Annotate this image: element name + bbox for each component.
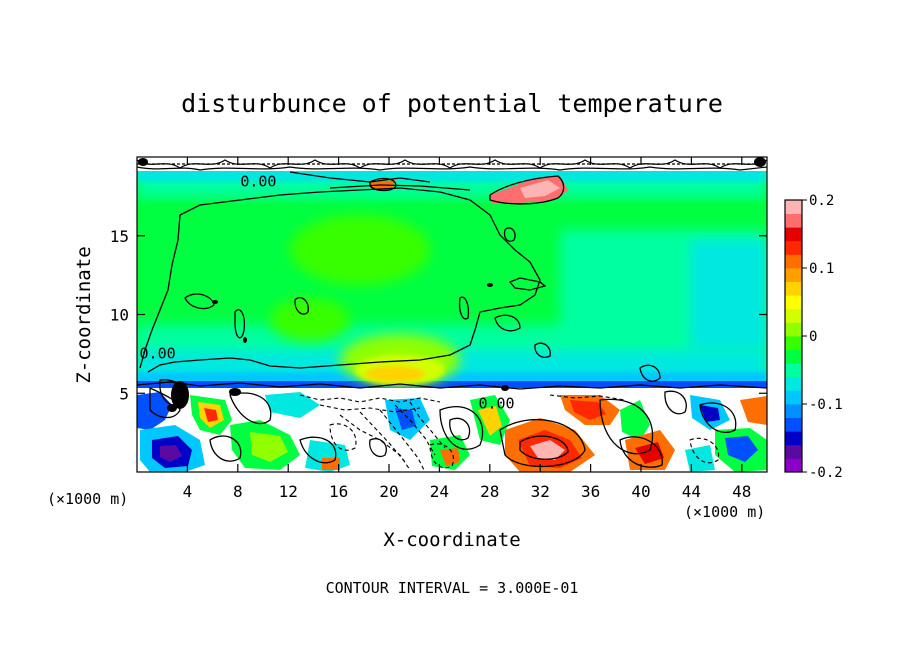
- contour-label: 0.00: [240, 173, 276, 191]
- x-tick-label: 44: [682, 482, 701, 501]
- x-unit-left: (×1000 m): [47, 490, 128, 508]
- contour-label: 0.00: [478, 395, 514, 413]
- x-tick-label: 32: [531, 482, 550, 501]
- x-tick-label: 48: [732, 482, 751, 501]
- colorbar: 0.2 0.1 0 -0.1 -0.2: [784, 193, 843, 481]
- colorbar-swatch: [785, 308, 802, 323]
- colorbar-tick-label: -0.2: [809, 465, 843, 481]
- colorbar-tick-label: 0.1: [809, 261, 834, 277]
- x-tick-label: 16: [329, 482, 348, 501]
- contour-labels: 0.00 0.00 0.00: [140, 173, 515, 413]
- x-tick-label: 24: [430, 482, 449, 501]
- heatmap-field: [137, 157, 767, 472]
- colorbar-swatch: [785, 458, 802, 473]
- colorbar-tick-label: 0.2: [809, 193, 834, 209]
- colorbar-swatch: [785, 268, 802, 282]
- colorbar-swatch: [785, 295, 802, 310]
- colorbar-swatch: [785, 431, 802, 446]
- x-tick-label: 8: [233, 482, 243, 501]
- x-tick-label: 4: [183, 482, 193, 501]
- x-axis: 4 8 12 16 20 24 28 32 36 40 44 48: [183, 157, 751, 501]
- colorbar-swatch: [785, 254, 802, 269]
- y-axis: 5 10 15: [110, 227, 767, 403]
- x-tick-label: 28: [480, 482, 499, 501]
- colorbar-swatch: [785, 390, 802, 405]
- colorbar-swatch: [785, 281, 802, 296]
- y-axis-label: Z-coordinate: [73, 246, 95, 383]
- colorbar-swatch: [785, 213, 802, 228]
- x-tick-label: 36: [581, 482, 600, 501]
- contour-label: 0.00: [140, 344, 176, 362]
- x-unit-right: (×1000 m): [684, 503, 765, 521]
- x-tick-label: 20: [379, 482, 398, 501]
- x-tick-label: 12: [279, 482, 298, 501]
- colorbar-swatch: [785, 240, 802, 255]
- y-tick-label: 5: [119, 384, 129, 403]
- x-axis-label: X-coordinate: [383, 529, 520, 551]
- colorbar-swatch: [785, 349, 802, 364]
- colorbar-swatch: [785, 227, 802, 242]
- colorbar-swatch: [785, 363, 802, 378]
- colorbar-swatch: [785, 417, 802, 432]
- colorbar-swatch: [785, 376, 802, 391]
- chart-title: disturbunce of potential temperature: [181, 89, 723, 118]
- y-tick-label: 10: [110, 306, 129, 325]
- colorbar-swatch: [785, 200, 802, 214]
- x-tick-label: 40: [631, 482, 650, 501]
- y-tick-label: 15: [110, 227, 129, 246]
- contour-interval-note: CONTOUR INTERVAL = 3.000E-01: [326, 579, 579, 597]
- colorbar-tick-label: -0.1: [809, 397, 843, 413]
- colorbar-tick-label: 0: [809, 329, 817, 345]
- colorbar-swatch: [785, 336, 802, 350]
- colorbar-swatch: [785, 322, 802, 337]
- colorbar-swatch: [785, 404, 802, 418]
- colorbar-swatch: [785, 444, 802, 459]
